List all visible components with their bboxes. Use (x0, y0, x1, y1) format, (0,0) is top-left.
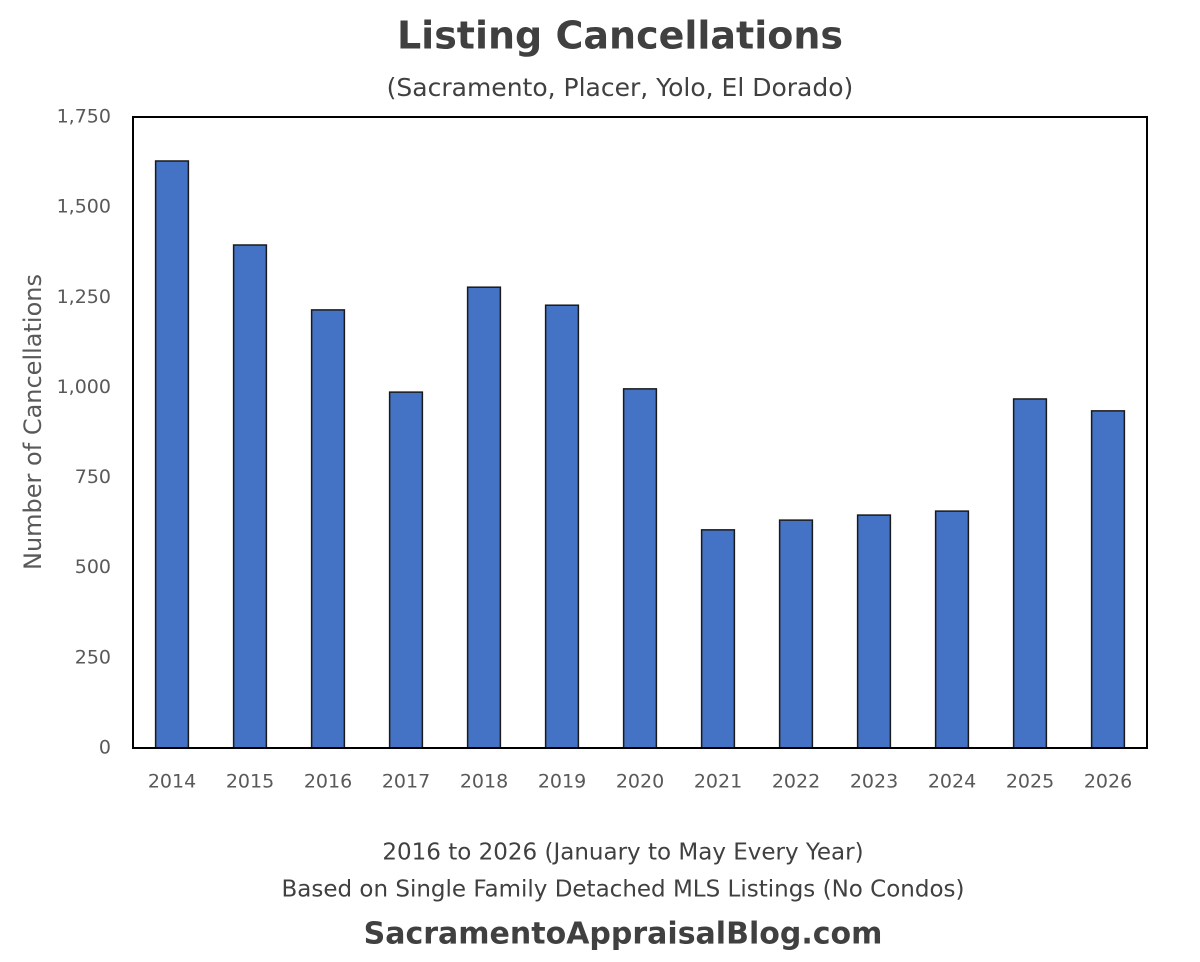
x-tick-label: 2022 (772, 771, 820, 793)
bar (154, 160, 190, 749)
y-tick-label: 750 (75, 466, 111, 488)
x-tick-label: 2020 (616, 771, 664, 793)
bar (310, 309, 346, 749)
bar (466, 286, 502, 749)
footnote: Based on Single Family Detached MLS List… (281, 877, 964, 903)
bar (700, 529, 736, 749)
chart-title: Listing Cancellations (397, 14, 843, 58)
bar (388, 391, 424, 749)
bar (856, 514, 892, 749)
y-tick-label: 1,250 (57, 286, 111, 308)
bar (622, 388, 658, 749)
x-tick-label: 2021 (694, 771, 742, 793)
x-tick-label: 2016 (304, 771, 352, 793)
y-tick-label: 0 (99, 737, 111, 759)
y-tick-label: 1,000 (57, 376, 111, 398)
bar (1012, 398, 1048, 749)
x-tick-label: 2018 (460, 771, 508, 793)
chart-subtitle: (Sacramento, Placer, Yolo, El Dorado) (387, 73, 854, 102)
x-tick-label: 2026 (1084, 771, 1132, 793)
x-tick-label: 2015 (226, 771, 274, 793)
y-tick-label: 500 (75, 556, 111, 578)
bar (934, 510, 970, 749)
plot-frame (132, 116, 1148, 749)
y-tick-label: 250 (75, 646, 111, 668)
bar (232, 244, 268, 749)
x-tick-label: 2024 (928, 771, 976, 793)
x-tick-label: 2017 (382, 771, 430, 793)
x-tick-label: 2014 (148, 771, 196, 793)
footnote: 2016 to 2026 (January to May Every Year) (382, 840, 863, 866)
bar (778, 519, 814, 749)
x-tick-label: 2025 (1006, 771, 1054, 793)
y-axis-label: Number of Cancellations (19, 274, 47, 570)
y-tick-label: 1,750 (57, 106, 111, 128)
x-tick-label: 2019 (538, 771, 586, 793)
x-tick-label: 2023 (850, 771, 898, 793)
source: SacramentoAppraisalBlog.com (364, 917, 883, 952)
bar (544, 304, 580, 749)
bar (1090, 410, 1126, 749)
y-tick-label: 1,500 (57, 196, 111, 218)
